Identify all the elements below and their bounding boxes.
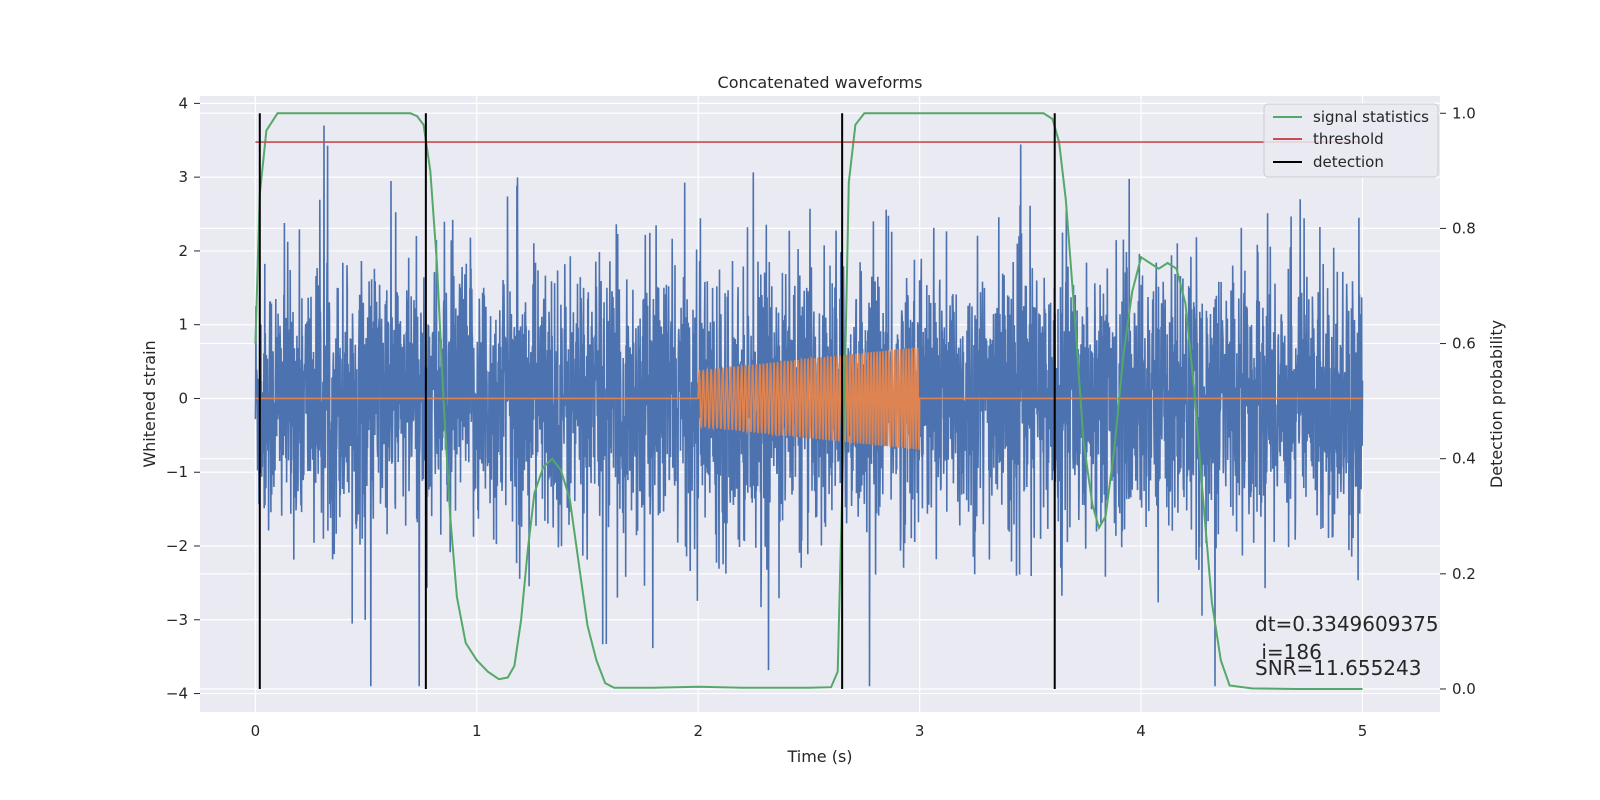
y-tick-label-right: 0.2 <box>1452 565 1476 583</box>
legend-label-detection: detection <box>1313 153 1384 171</box>
annotation-dt: dt=0.3349609375 <box>1255 612 1439 636</box>
y-tick-label-left: −2 <box>166 537 188 555</box>
y-tick-label-left: −3 <box>166 611 188 629</box>
y-tick-label-left: 3 <box>178 168 188 186</box>
legend-label-threshold: threshold <box>1313 130 1384 148</box>
x-tick-label: 5 <box>1358 722 1368 740</box>
y-tick-label-right: 0.6 <box>1452 335 1476 353</box>
x-tick-label: 0 <box>251 722 261 740</box>
legend: signal statistics threshold detection <box>1263 103 1439 178</box>
y-tick-label-left: 0 <box>178 389 188 407</box>
ticks: 0 1 2 3 4 5 4 3 2 1 0 −1 −2 −3 −4 1.0 0.8 0.6 0.4 0.2 0.0 <box>166 94 1476 740</box>
y-tick-label-left: 4 <box>178 94 188 112</box>
y-tick-label-right: 0.0 <box>1452 680 1476 698</box>
y-tick-label-left: 2 <box>178 242 188 260</box>
y-tick-label-right: 1.0 <box>1452 104 1476 122</box>
y-tick-label-right: 0.8 <box>1452 219 1476 237</box>
legend-label-signal-statistics: signal statistics <box>1313 108 1429 126</box>
series-chirp <box>255 347 1363 450</box>
series-detection <box>258 113 1056 689</box>
x-tick-label: 2 <box>693 722 703 740</box>
x-tick-label: 4 <box>1136 722 1146 740</box>
y-tick-label-right: 0.4 <box>1452 450 1476 468</box>
y-tick-label-left: 1 <box>178 316 188 334</box>
data-layer <box>254 112 1364 690</box>
y-tick-label-left: −1 <box>166 463 188 481</box>
x-axis-label: Time (s) <box>786 747 852 766</box>
x-tick-label: 3 <box>915 722 925 740</box>
annotation-index: i=186 <box>1255 640 1322 664</box>
annotation-snr: SNR=11.655243 <box>1255 656 1421 680</box>
y-axis-label-right: Detection probability <box>1487 320 1506 488</box>
legend-box <box>1263 103 1439 178</box>
chart-title: Concatenated waveforms <box>718 73 923 92</box>
series-signal-statistics <box>254 112 1363 690</box>
x-tick-label: 1 <box>472 722 482 740</box>
y-axis-label-left: Whitened strain <box>140 340 159 467</box>
y-tick-label-left: −4 <box>166 685 188 703</box>
